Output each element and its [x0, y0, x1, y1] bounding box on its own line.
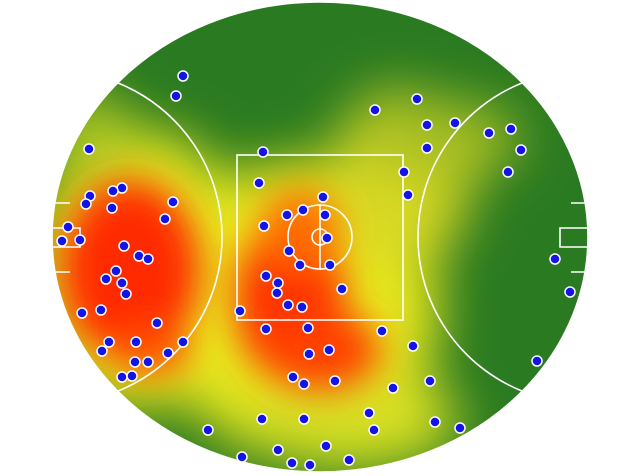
dot: [323, 344, 335, 356]
dot: [257, 146, 269, 158]
dot: [103, 336, 115, 348]
dot: [281, 209, 293, 221]
dot: [286, 457, 298, 469]
dot: [294, 259, 306, 271]
dot: [126, 370, 138, 382]
dot: [424, 375, 436, 387]
dot: [387, 382, 399, 394]
dot: [272, 444, 284, 456]
dot: [107, 185, 119, 197]
dot: [564, 286, 576, 298]
dot: [96, 345, 108, 357]
dot: [329, 375, 341, 387]
dot: [343, 454, 355, 466]
dot: [287, 371, 299, 383]
dot: [376, 325, 388, 337]
dot: [302, 322, 314, 334]
dot: [167, 196, 179, 208]
dot: [449, 117, 461, 129]
dot: [100, 273, 112, 285]
dot: [411, 93, 423, 105]
dot: [402, 189, 414, 201]
dot: [116, 371, 128, 383]
dot: [83, 143, 95, 155]
dot: [407, 340, 419, 352]
dot: [177, 336, 189, 348]
dot: [317, 191, 329, 203]
dot: [297, 204, 309, 216]
dot: [106, 202, 118, 214]
dots: [56, 70, 576, 471]
dot: [260, 323, 272, 335]
dot: [549, 253, 561, 265]
dot: [320, 440, 332, 452]
dot: [62, 221, 74, 233]
dot: [298, 413, 310, 425]
dot: [321, 232, 333, 244]
dot: [336, 283, 348, 295]
dot: [272, 277, 284, 289]
dot: [369, 104, 381, 116]
dot: [283, 245, 295, 257]
dot: [282, 299, 294, 311]
dot: [502, 166, 514, 178]
dot: [256, 413, 268, 425]
dot: [142, 356, 154, 368]
dot: [110, 265, 122, 277]
dot: [483, 127, 495, 139]
dot: [234, 305, 246, 317]
dot: [95, 304, 107, 316]
dot: [304, 459, 316, 471]
field-lines: [51, 1, 589, 473]
dot: [120, 288, 132, 300]
dot: [531, 355, 543, 367]
dot: [296, 301, 308, 313]
dot: [253, 177, 265, 189]
dot: [142, 253, 154, 265]
dot: [74, 234, 86, 246]
dot: [202, 424, 214, 436]
dot: [515, 144, 527, 156]
dot: [454, 422, 466, 434]
dot: [363, 407, 375, 419]
dot: [56, 235, 68, 247]
dot: [80, 198, 92, 210]
dot: [130, 336, 142, 348]
dot: [298, 378, 310, 390]
dot: [258, 220, 270, 232]
dot: [159, 213, 171, 225]
dot: [116, 277, 128, 289]
dot: [303, 348, 315, 360]
dot: [429, 416, 441, 428]
dot: [162, 347, 174, 359]
dot: [129, 356, 141, 368]
dot: [271, 287, 283, 299]
dot: [76, 307, 88, 319]
dot: [260, 270, 272, 282]
dot: [398, 166, 410, 178]
dot: [324, 259, 336, 271]
dot: [170, 90, 182, 102]
dot: [177, 70, 189, 82]
dot: [421, 142, 433, 154]
dot: [151, 317, 163, 329]
dot: [421, 119, 433, 131]
dot: [118, 240, 130, 252]
dot: [505, 123, 517, 135]
dot: [319, 209, 331, 221]
dot: [236, 451, 248, 463]
dot: [368, 424, 380, 436]
